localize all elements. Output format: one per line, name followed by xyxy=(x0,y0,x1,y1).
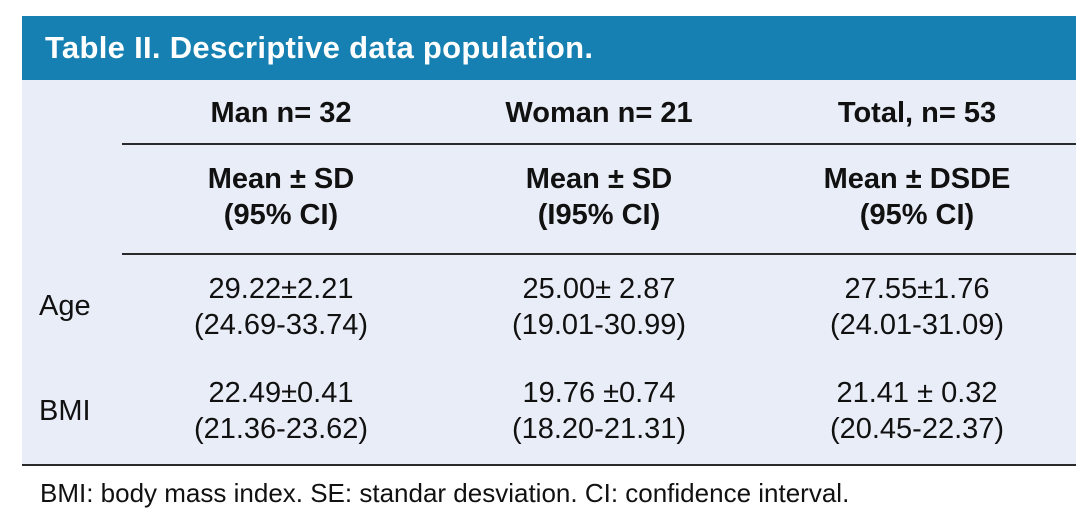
row-label-age: Age xyxy=(39,290,91,323)
value-age-man-ci: (24.69-33.74) xyxy=(193,308,369,341)
value-age-woman-ci: (19.01-30.99) xyxy=(511,308,687,341)
value-bmi-woman: 19.76 ±0.74 (18.20-21.31) xyxy=(440,359,758,464)
value-age-total: 27.55±1.76 (24.01-31.09) xyxy=(758,255,1076,360)
subheader-total-line2: (95% CI) xyxy=(859,199,975,232)
table-body: Man n= 32 Woman n= 21 Total, n= 53 Mean … xyxy=(22,80,1076,466)
subheader-total: Mean ± DSDE (95% CI) xyxy=(758,145,1076,255)
value-age-total-ci: (24.01-31.09) xyxy=(829,308,1005,341)
header-spacer xyxy=(22,80,122,145)
column-header-woman: Woman n= 21 xyxy=(440,80,758,145)
value-age-man-mean: 29.22±2.21 xyxy=(208,272,354,305)
column-header-man: Man n= 32 xyxy=(122,80,440,145)
subheader-man-line1: Mean ± SD xyxy=(207,163,355,195)
table-footnote: BMI: body mass index. SE: standar desvia… xyxy=(40,477,850,508)
table-figure: Table II. Descriptive data population. M… xyxy=(22,16,1076,466)
subheader-total-line1: Mean ± DSDE xyxy=(823,163,1011,195)
value-age-total-mean: 27.55±1.76 xyxy=(844,272,990,305)
table-title-bar: Table II. Descriptive data population. xyxy=(22,16,1076,80)
value-bmi-man-mean: 22.49±0.41 xyxy=(208,377,354,409)
value-bmi-total-mean: 21.41 ± 0.32 xyxy=(836,377,998,409)
subheader-woman-line2: (I95% CI) xyxy=(537,199,661,232)
subheader-spacer xyxy=(22,145,122,255)
value-bmi-total: 21.41 ± 0.32 (20.45-22.37) xyxy=(758,359,1076,464)
value-bmi-woman-mean: 19.76 ±0.74 xyxy=(522,377,676,409)
subheader-woman: Mean ± SD (I95% CI) xyxy=(440,145,758,255)
value-bmi-woman-ci: (18.20-21.31) xyxy=(511,413,687,446)
value-age-man: 29.22±2.21 (24.69-33.74) xyxy=(122,255,440,360)
table-title: Table II. Descriptive data population. xyxy=(45,30,594,65)
value-bmi-man-ci: (21.36-23.62) xyxy=(193,413,369,446)
subheader-woman-line1: Mean ± SD xyxy=(525,163,673,195)
value-age-woman-mean: 25.00± 2.87 xyxy=(522,272,676,305)
column-header-total: Total, n= 53 xyxy=(758,80,1076,145)
value-age-woman: 25.00± 2.87 (19.01-30.99) xyxy=(440,255,758,360)
value-bmi-total-ci: (20.45-22.37) xyxy=(829,413,1005,446)
value-bmi-man: 22.49±0.41 (21.36-23.62) xyxy=(122,359,440,464)
subheader-man: Mean ± SD (95% CI) xyxy=(122,145,440,255)
row-label-bmi: BMI xyxy=(39,394,91,427)
subheader-man-line2: (95% CI) xyxy=(223,199,339,232)
